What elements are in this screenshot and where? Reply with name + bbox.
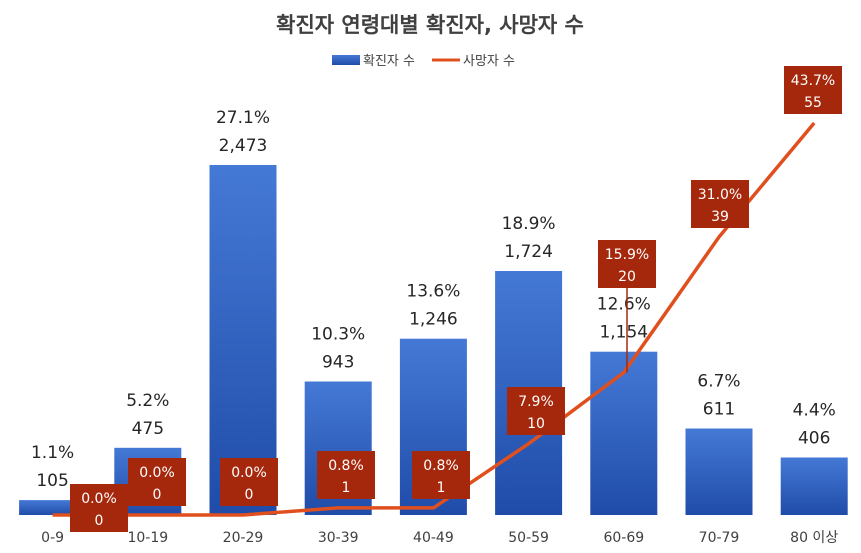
bar-value-label: 105 (36, 471, 68, 491)
deaths-line (52, 121, 816, 517)
x-tick-label: 40-49 (413, 530, 454, 546)
x-tick-label: 80 이상 (790, 530, 838, 546)
bar-0-9 (19, 500, 87, 515)
death-percent-label: 43.7% (791, 73, 835, 89)
deaths-labels: 0.0% 0 0.0% 0 0.0% 0 0.8% 1 0.8% 1 7.9% 10 15.9% 20 31… (70, 66, 842, 532)
death-value-label: 0 (245, 487, 254, 503)
death-value-label: 0 (95, 513, 104, 529)
death-percent-label: 0.8% (423, 458, 459, 474)
bar-value-label: 1,724 (504, 242, 553, 262)
bar-20-29 (209, 165, 277, 515)
bar-percent-label: 27.1% (216, 108, 270, 128)
bar-value-label: 475 (132, 419, 164, 439)
x-tick-label: 70-79 (699, 530, 740, 546)
death-value-label: 20 (618, 269, 636, 285)
death-label-box (128, 458, 186, 506)
death-percent-label: 7.9% (518, 394, 554, 410)
death-label-box (317, 451, 375, 499)
x-tick-label: 10-19 (127, 530, 168, 546)
bar-value-label: 611 (703, 400, 735, 420)
death-percent-label: 0.0% (81, 491, 117, 507)
bar-percent-label: 12.6% (597, 295, 651, 315)
bar-value-label: 1,154 (599, 323, 648, 343)
death-value-label: 39 (711, 209, 729, 225)
death-label-box (784, 66, 842, 114)
death-label-box (598, 240, 656, 288)
bar-percent-label: 5.2% (126, 391, 169, 411)
legend-label-deaths: 사망자 수 (463, 54, 515, 69)
bar-percent-label: 6.7% (697, 372, 740, 392)
death-label-box (412, 451, 470, 499)
death-percent-label: 15.9% (605, 247, 649, 263)
legend: 확진자 수 사망자 수 (332, 54, 515, 69)
death-percent-label: 0.0% (231, 465, 267, 481)
legend-label-cases: 확진자 수 (363, 54, 415, 69)
death-label-box (220, 458, 278, 506)
death-value-label: 55 (804, 95, 822, 111)
bar-value-label: 406 (798, 429, 830, 449)
legend-swatch-cases (332, 55, 360, 65)
bar-percent-label: 18.9% (502, 214, 556, 234)
bar-labels: 1.1% 105 5.2% 475 27.1% 2,473 10.3% 943 13.6% 1,2… (31, 108, 836, 491)
bar-value-label: 2,473 (219, 136, 268, 156)
bar-percent-label: 10.3% (311, 325, 365, 345)
death-label-box (691, 180, 749, 228)
death-value-label: 0 (153, 487, 162, 503)
death-value-label: 1 (342, 480, 351, 496)
x-tick-label: 20-29 (223, 530, 264, 546)
death-percent-label: 0.8% (328, 458, 364, 474)
bar-60-69 (590, 351, 658, 515)
bar-value-label: 943 (322, 353, 354, 373)
x-axis-ticks: 0-9 10-19 20-29 30-39 40-49 50-59 60-69 70-79 80… (41, 530, 838, 546)
death-label-box (507, 387, 565, 435)
bar-percent-label: 13.6% (406, 282, 460, 302)
death-percent-label: 0.0% (139, 465, 175, 481)
bar-80-이상 (780, 457, 848, 515)
death-value-label: 1 (437, 480, 446, 496)
x-tick-label: 0-9 (41, 530, 64, 546)
x-tick-label: 50-59 (508, 530, 549, 546)
death-value-label: 10 (527, 416, 545, 432)
death-label-box (70, 484, 128, 532)
x-tick-label: 60-69 (603, 530, 644, 546)
bar-percent-label: 4.4% (793, 401, 836, 421)
bar-value-label: 1,246 (409, 310, 458, 330)
death-percent-label: 31.0% (698, 187, 742, 203)
x-tick-label: 30-39 (318, 530, 359, 546)
bar-percent-label: 1.1% (31, 443, 74, 463)
bar-70-79 (685, 428, 753, 515)
chart-title: 확진자 연령대별 확진자, 사망자 수 (276, 13, 584, 37)
